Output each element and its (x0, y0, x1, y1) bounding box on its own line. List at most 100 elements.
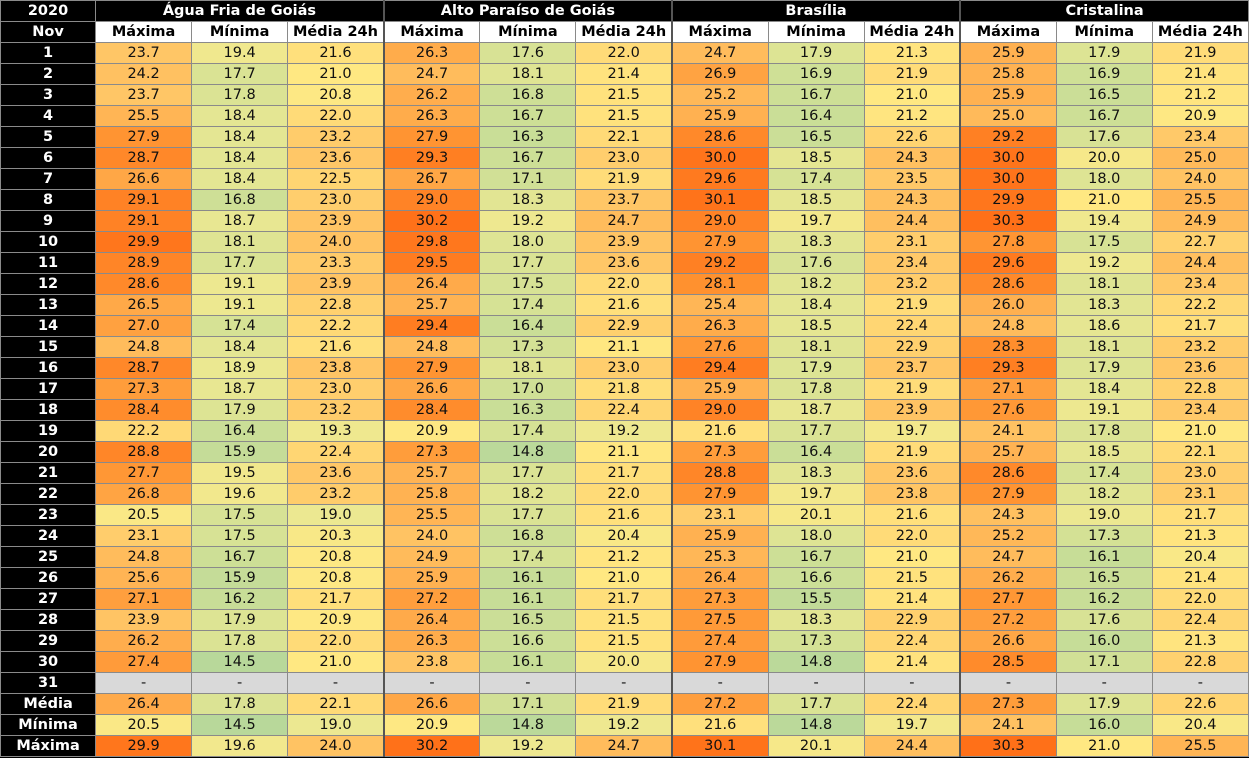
table-row: 28 23.9 17.9 20.9 26.4 16.5 21.5 27.5 18.3 22.9 27… (0, 609, 1249, 631)
value-cell: 30.0 (959, 168, 1057, 190)
table-row: 27 27.1 16.2 21.7 27.2 16.1 21.7 27.3 15.5 21.4 27… (0, 588, 1249, 610)
value-cell: 25.0 (959, 105, 1057, 127)
value-cell: 21.6 (671, 714, 769, 736)
value-cell: 25.8 (959, 63, 1057, 85)
table-row: 13 26.5 19.1 22.8 25.7 17.4 21.6 25.4 18.4 21.9 26… (0, 294, 1249, 316)
row-label: 13 (0, 294, 97, 316)
value-cell: 28.1 (671, 273, 769, 295)
value-cell: 18.4 (191, 105, 289, 127)
value-cell: 23.0 (287, 189, 385, 211)
row-label: 29 (0, 630, 97, 652)
table-row: 18 28.4 17.9 23.2 28.4 16.3 22.4 29.0 18.7 23.9 27… (0, 399, 1249, 421)
value-cell: 17.7 (479, 504, 577, 526)
value-cell: 28.3 (959, 336, 1057, 358)
value-cell: 21.6 (671, 420, 769, 442)
value-cell: 23.9 (287, 273, 385, 295)
metric-header: Mínima (191, 21, 289, 43)
value-cell: 29.0 (671, 210, 769, 232)
value-cell: 26.2 (959, 567, 1057, 589)
value-cell: 21.9 (575, 168, 673, 190)
value-cell: 30.1 (671, 189, 769, 211)
value-cell: 26.0 (959, 294, 1057, 316)
value-cell: 26.4 (383, 609, 481, 631)
value-cell: 17.4 (767, 168, 865, 190)
value-cell: 17.4 (191, 315, 289, 337)
value-cell: 18.3 (767, 609, 865, 631)
value-cell: 23.7 (575, 189, 673, 211)
value-cell: 18.4 (1055, 378, 1153, 400)
value-cell: 24.3 (959, 504, 1057, 526)
table-row: 8 29.1 16.8 23.0 29.0 18.3 23.7 30.1 18.5 24.3 29.… (0, 189, 1249, 211)
value-cell: 27.9 (671, 483, 769, 505)
value-cell: 30.3 (959, 210, 1057, 232)
value-cell: 23.7 (95, 42, 193, 64)
value-cell: 16.1 (479, 588, 577, 610)
value-cell: 27.2 (959, 609, 1057, 631)
value-cell: 29.1 (95, 189, 193, 211)
value-cell: 19.1 (191, 273, 289, 295)
row-label: 26 (0, 567, 97, 589)
value-cell: 19.7 (863, 420, 962, 442)
row-label: 5 (0, 126, 97, 148)
value-cell: 19.7 (767, 483, 865, 505)
value-cell: 24.7 (671, 42, 769, 64)
value-cell: 21.6 (287, 336, 385, 358)
value-cell: 23.4 (863, 252, 962, 274)
value-cell: - (863, 672, 962, 694)
value-cell: 16.3 (479, 399, 577, 421)
metric-header: Máxima (95, 21, 193, 43)
table-row: 25 24.8 16.7 20.8 24.9 17.4 21.2 25.3 16.7 21.0 24… (0, 546, 1249, 568)
value-cell: 18.7 (191, 378, 289, 400)
value-cell: 22.4 (1151, 609, 1249, 631)
value-cell: 20.4 (575, 525, 673, 547)
value-cell: 17.1 (479, 693, 577, 715)
value-cell: 21.1 (575, 441, 673, 463)
value-cell: 26.2 (95, 630, 193, 652)
table-row: 22 26.8 19.6 23.2 25.8 18.2 22.0 27.9 19.7 23.8 27… (0, 483, 1249, 505)
station-header-row: 2020 Água Fria de Goiás Alto Paraíso de … (0, 0, 1249, 22)
value-cell: 23.7 (863, 357, 962, 379)
table-row: 26 25.6 15.9 20.8 25.9 16.1 21.0 26.4 16.6 21.5 26… (0, 567, 1249, 589)
value-cell: 17.4 (1055, 462, 1153, 484)
value-cell: 22.1 (575, 126, 673, 148)
value-cell: 29.9 (95, 735, 193, 757)
value-cell: 25.9 (959, 42, 1057, 64)
value-cell: 20.9 (383, 714, 481, 736)
value-cell: 23.8 (863, 483, 962, 505)
value-cell: 21.9 (863, 63, 962, 85)
value-cell: 16.0 (1055, 714, 1153, 736)
value-cell: 21.7 (575, 462, 673, 484)
value-cell: 19.2 (479, 735, 577, 757)
value-cell: 16.5 (479, 609, 577, 631)
value-cell: 18.3 (1055, 294, 1153, 316)
value-cell: 17.5 (1055, 231, 1153, 253)
value-cell: 25.3 (671, 546, 769, 568)
value-cell: 17.3 (479, 336, 577, 358)
value-cell: 21.4 (1151, 63, 1249, 85)
table-row: 1 23.7 19.4 21.6 26.3 17.6 22.0 24.7 17.9 21.3 25.… (0, 42, 1249, 64)
value-cell: 27.4 (95, 651, 193, 673)
value-cell: 20.3 (287, 525, 385, 547)
value-cell: 24.9 (1151, 210, 1249, 232)
value-cell: 19.2 (575, 714, 673, 736)
value-cell: 14.8 (479, 714, 577, 736)
value-cell: 29.6 (959, 252, 1057, 274)
table-row: 7 26.6 18.4 22.5 26.7 17.1 21.9 29.6 17.4 23.5 30.… (0, 168, 1249, 190)
value-cell: 22.7 (1151, 231, 1249, 253)
metric-header-row: Nov Máxima Mínima Média 24h Máxima Mínima Méd… (0, 21, 1249, 43)
value-cell: 19.4 (1055, 210, 1153, 232)
value-cell: 22.2 (287, 315, 385, 337)
value-cell: 20.1 (767, 735, 865, 757)
value-cell: 21.4 (575, 63, 673, 85)
value-cell: 18.1 (479, 63, 577, 85)
value-cell: 22.8 (287, 294, 385, 316)
value-cell: 29.0 (383, 189, 481, 211)
value-cell: 29.9 (95, 231, 193, 253)
value-cell: 19.1 (191, 294, 289, 316)
value-cell: 21.5 (575, 630, 673, 652)
value-cell: 22.4 (863, 693, 962, 715)
value-cell: 18.4 (191, 147, 289, 169)
row-label: Máxima (0, 735, 97, 757)
value-cell: 21.9 (863, 294, 962, 316)
table-row: 29 26.2 17.8 22.0 26.3 16.6 21.5 27.4 17.3 22.4 26… (0, 630, 1249, 652)
